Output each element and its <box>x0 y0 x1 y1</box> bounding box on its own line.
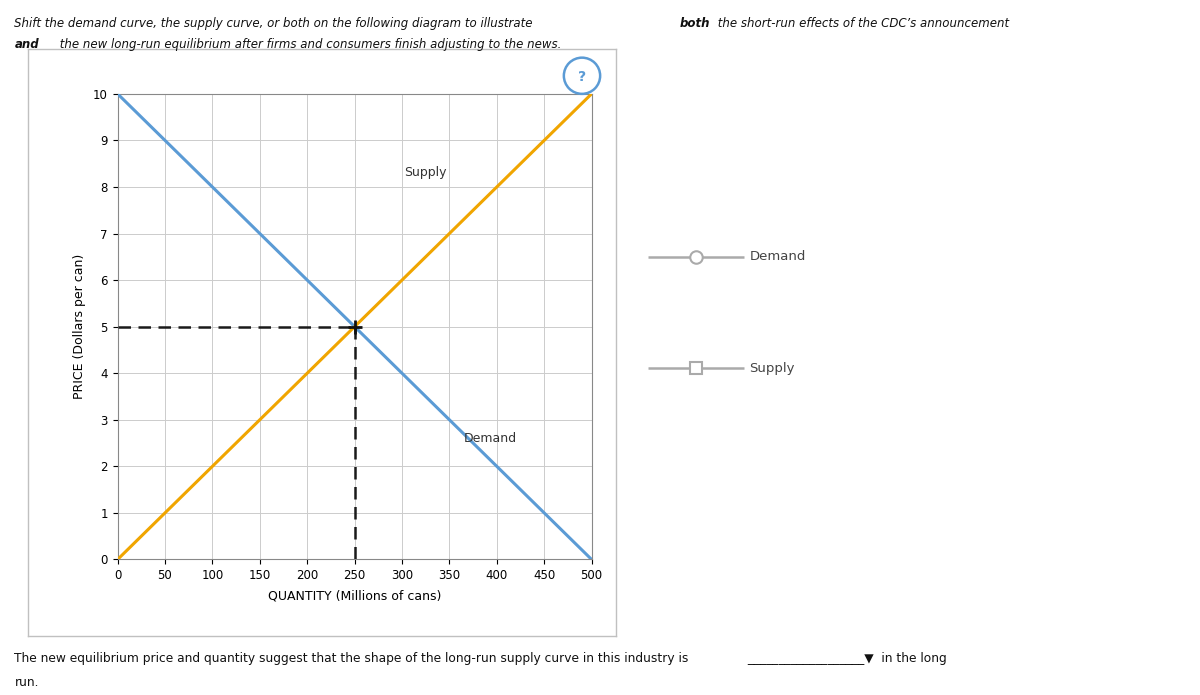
X-axis label: QUANTITY (Millions of cans): QUANTITY (Millions of cans) <box>268 589 442 602</box>
Text: ?: ? <box>578 70 586 84</box>
Text: Supply: Supply <box>404 167 446 179</box>
Text: ___________________▼  in the long: ___________________▼ in the long <box>744 652 947 665</box>
Text: Demand: Demand <box>463 432 517 445</box>
Text: and: and <box>14 38 40 51</box>
Text: the short-run effects of the CDC’s announcement: the short-run effects of the CDC’s annou… <box>714 17 1009 31</box>
Text: Supply: Supply <box>749 361 794 375</box>
Text: Shift the demand curve, the supply curve, or both on the following diagram to il: Shift the demand curve, the supply curve… <box>14 17 536 31</box>
Text: both: both <box>679 17 709 31</box>
Y-axis label: PRICE (Dollars per can): PRICE (Dollars per can) <box>73 254 86 399</box>
Text: The new equilibrium price and quantity suggest that the shape of the long-run su: The new equilibrium price and quantity s… <box>14 652 689 665</box>
Text: Demand: Demand <box>749 250 805 263</box>
Text: run.: run. <box>14 676 38 689</box>
Text: the new long-run equilibrium after firms and consumers finish adjusting to the n: the new long-run equilibrium after firms… <box>56 38 562 51</box>
